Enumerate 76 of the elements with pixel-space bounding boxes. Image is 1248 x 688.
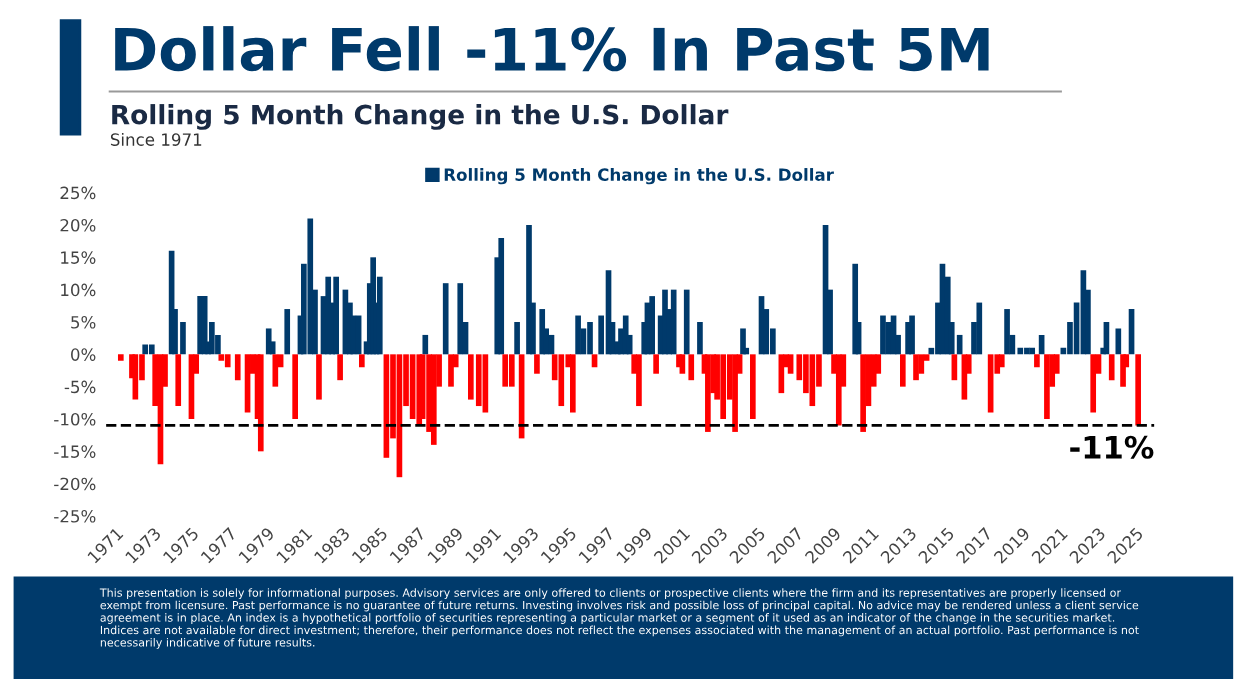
bar <box>307 218 314 355</box>
y-tick-label: 15% <box>61 251 96 264</box>
bar <box>860 354 866 432</box>
bar <box>148 344 155 355</box>
bar <box>502 354 509 387</box>
bar <box>809 354 816 407</box>
y-tick-label: -20% <box>54 477 96 491</box>
bar <box>697 321 703 355</box>
y-tick-label: -10% <box>54 412 96 426</box>
bar <box>918 354 925 374</box>
bar <box>1115 328 1122 355</box>
bar <box>337 354 343 381</box>
bar <box>175 354 182 407</box>
y-tick-label: 20% <box>60 218 96 232</box>
bar <box>720 354 727 419</box>
bar <box>498 237 505 355</box>
chart-title: Dollar Fell -11% In Past 5M <box>115 26 989 72</box>
bar <box>976 302 983 355</box>
bar <box>1108 354 1115 381</box>
bar <box>1135 354 1141 426</box>
bar <box>534 354 540 374</box>
bar <box>998 354 1005 368</box>
bar <box>683 289 690 355</box>
bar <box>442 283 449 355</box>
y-tick-label: -25% <box>54 509 96 523</box>
bar <box>514 321 520 355</box>
bar <box>732 354 738 432</box>
bar <box>142 344 149 355</box>
bar <box>422 334 429 355</box>
bar <box>749 354 756 419</box>
bar <box>430 354 437 445</box>
y-tick-label: 0% <box>71 348 96 361</box>
y-tick-label: 10% <box>61 283 96 297</box>
bar <box>448 354 454 387</box>
bar <box>909 315 915 355</box>
bar <box>1044 354 1050 419</box>
ref-line-label: -11% <box>1070 435 1154 459</box>
bar <box>508 354 515 387</box>
bar <box>1034 354 1040 368</box>
bar <box>636 354 642 407</box>
bar <box>333 276 339 355</box>
y-tick-label: 5% <box>71 315 96 329</box>
bar <box>1090 354 1097 413</box>
bar <box>292 354 298 419</box>
y-tick-label: 25% <box>60 186 96 200</box>
bar <box>587 321 593 355</box>
bar <box>899 354 906 387</box>
bar <box>679 354 686 374</box>
bar <box>117 354 124 361</box>
bar <box>1004 309 1010 355</box>
bar <box>569 354 576 413</box>
bar <box>575 315 581 355</box>
bar <box>284 309 291 355</box>
bar <box>257 354 264 452</box>
bar <box>649 296 655 355</box>
bar <box>218 354 225 361</box>
bar <box>653 354 659 374</box>
bar <box>316 354 322 400</box>
bar <box>272 354 279 387</box>
bar <box>558 354 565 407</box>
bar <box>467 354 474 400</box>
bar <box>787 354 794 374</box>
legend-label: Rolling 5 Month Change in the U.S. Dollar <box>444 168 834 185</box>
y-tick-label: -15% <box>54 445 96 458</box>
bar <box>457 283 464 355</box>
bar <box>1029 347 1036 355</box>
bar <box>475 354 482 407</box>
text: Since 1971 <box>110 132 202 146</box>
bar <box>670 289 677 355</box>
chart-subtitle: Rolling 5 Month Change in the U.S. Dollar <box>112 104 729 130</box>
bar <box>688 354 695 381</box>
bar <box>224 354 231 368</box>
bar <box>913 354 919 381</box>
bar <box>359 354 365 368</box>
y-tick-label: -5% <box>64 380 96 394</box>
bar <box>234 354 241 381</box>
